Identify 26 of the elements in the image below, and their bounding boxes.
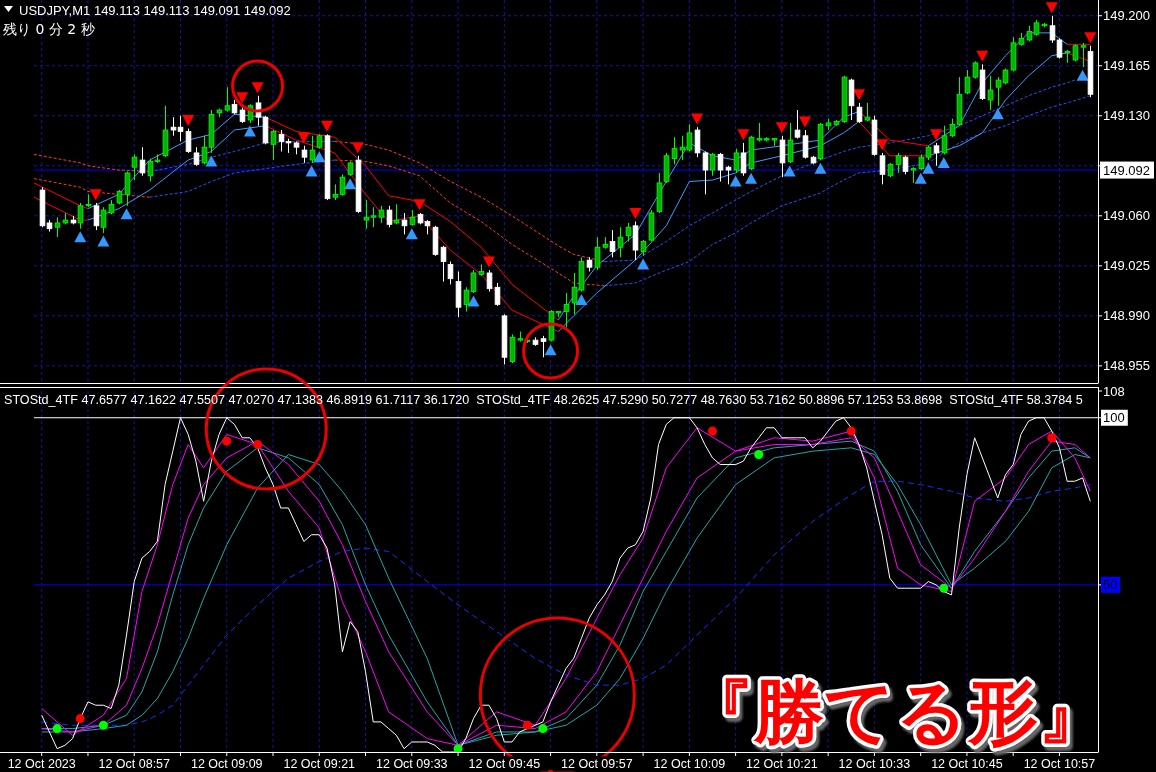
x-tick-label: 12 Oct 10:09 [653, 757, 726, 771]
x-tick-label: 12 Oct 09:09 [190, 757, 263, 771]
annotation: 『勝てる形』 [684, 671, 1108, 753]
ref-line-label: 149.092 [1103, 162, 1150, 178]
y-tick-label: 148.990 [1103, 308, 1150, 324]
y-tick-label: 149.060 [1103, 208, 1150, 224]
annotation: 残り 0 分 2 秒 [3, 21, 95, 37]
y-tick-label: 149.200 [1103, 8, 1150, 24]
x-tick-label: 12 Oct 08:57 [98, 757, 171, 771]
x-tick-label: 12 Oct 10:33 [838, 757, 911, 771]
x-tick-label: 12 Oct 09:57 [561, 757, 633, 771]
x-tick-label: 12 Oct 10:57 [1023, 757, 1096, 771]
x-tick-label: 12 Oct 09:45 [468, 757, 541, 771]
y-tick-label: 149.165 [1103, 58, 1150, 74]
x-tick-label: 12 Oct 2023 [7, 757, 76, 771]
y-tick-label: 149.130 [1103, 108, 1150, 124]
x-tick-label: 12 Oct 09:21 [283, 757, 356, 771]
x-tick-label: 12 Oct 10:45 [931, 757, 1003, 771]
chart-title: USDJPY,M1 149.113 149.113 149.091 149.092 [19, 3, 291, 18]
y-tick-label: 108 [1103, 383, 1125, 399]
y-tick-label: 149.025 [1103, 258, 1150, 274]
y-tick-label: 100 [1103, 410, 1125, 426]
y-tick-label: 50 [1103, 577, 1118, 593]
x-tick-label: 12 Oct 09:33 [376, 757, 448, 771]
y-tick-label: 148.955 [1103, 358, 1150, 374]
x-tick-label: 12 Oct 10:21 [746, 757, 818, 771]
